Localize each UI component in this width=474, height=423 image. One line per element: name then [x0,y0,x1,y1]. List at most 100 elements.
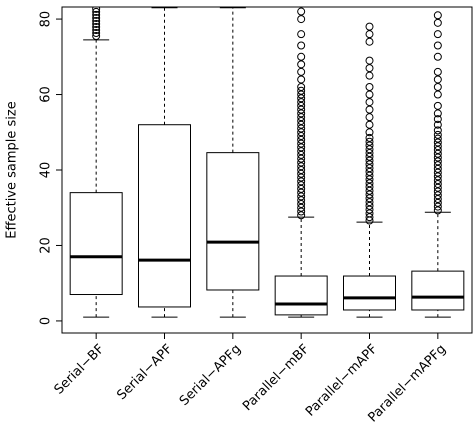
plot-area [69,7,465,318]
outlier [433,172,442,181]
x-tick-label: Serial−BF [52,342,108,398]
outlier [297,181,306,190]
outlier [365,71,374,80]
outlier [297,105,306,114]
outlier [433,126,442,135]
outlier [365,22,374,31]
outlier [297,41,306,50]
outlier [433,191,442,200]
box [411,270,465,311]
outlier [433,187,442,196]
outlier [433,176,442,185]
outlier [297,143,306,152]
outlier [92,13,101,22]
outlier [365,167,374,176]
outlier [433,52,442,61]
outlier [433,115,442,124]
outlier [297,7,306,16]
outlier [365,128,374,137]
outlier [297,166,306,174]
box [343,275,396,311]
box [206,152,260,291]
outlier [297,173,306,182]
x-tick-label: Serial−APF [114,342,175,403]
outlier [433,195,442,204]
outlier [297,132,306,141]
outlier [297,75,306,84]
outlier [92,29,101,38]
outlier [365,90,374,99]
outlier [365,182,374,191]
outlier [433,109,442,118]
outlier [433,157,442,166]
outlier [433,146,442,155]
outlier [433,41,442,50]
outlier [297,211,306,220]
outlier [297,30,306,39]
outlier [433,134,442,143]
outlier [297,139,306,148]
outlier [365,171,374,180]
outlier [297,135,306,144]
outlier [433,101,442,110]
outlier [365,82,374,91]
outlier [92,16,101,25]
outlier [297,196,306,205]
outlier [365,98,374,107]
outlier [297,101,306,110]
outlier [433,161,442,170]
outlier [297,128,306,137]
outlier [297,169,306,178]
outlier [297,124,306,133]
y-tick-label: 40 [39,162,54,179]
outlier [297,147,306,156]
outlier [92,22,101,31]
x-tick-label: Parallel−mBF [240,342,312,414]
outlier [433,164,442,173]
box [69,192,123,296]
outlier [433,30,442,39]
outlier [365,179,374,188]
outlier [297,116,306,125]
outlier [297,86,306,95]
outlier [365,141,374,150]
outlier [365,156,374,165]
outlier [297,67,306,76]
plot-frame [61,6,473,334]
outlier [433,75,442,84]
outlier [433,153,442,162]
y-tick-label: 60 [39,86,54,103]
outlier [365,152,374,161]
outlier [297,177,306,186]
outlier [365,201,374,210]
outlier [92,7,101,16]
outlier [297,207,306,216]
outlier [365,37,374,46]
outlier [365,190,374,199]
outlier [297,52,306,61]
outlier [297,158,306,167]
outlier [297,199,306,208]
outlier [365,113,374,122]
outlier [297,162,306,171]
outlier [92,10,101,19]
outlier [297,15,306,24]
outlier [365,209,374,218]
outlier [365,186,374,195]
box [138,124,191,308]
outlier [297,90,306,99]
y-tick-label: 80 [39,11,54,28]
outlier [365,137,374,146]
outlier [365,213,374,222]
outlier [297,120,306,129]
outlier [365,205,374,214]
outlier [365,105,374,114]
outlier [365,198,374,207]
outlier [365,133,374,142]
outlier [433,67,442,76]
outlier [433,183,442,192]
outlier [433,168,442,177]
outlier [433,179,442,188]
outlier [433,198,442,207]
